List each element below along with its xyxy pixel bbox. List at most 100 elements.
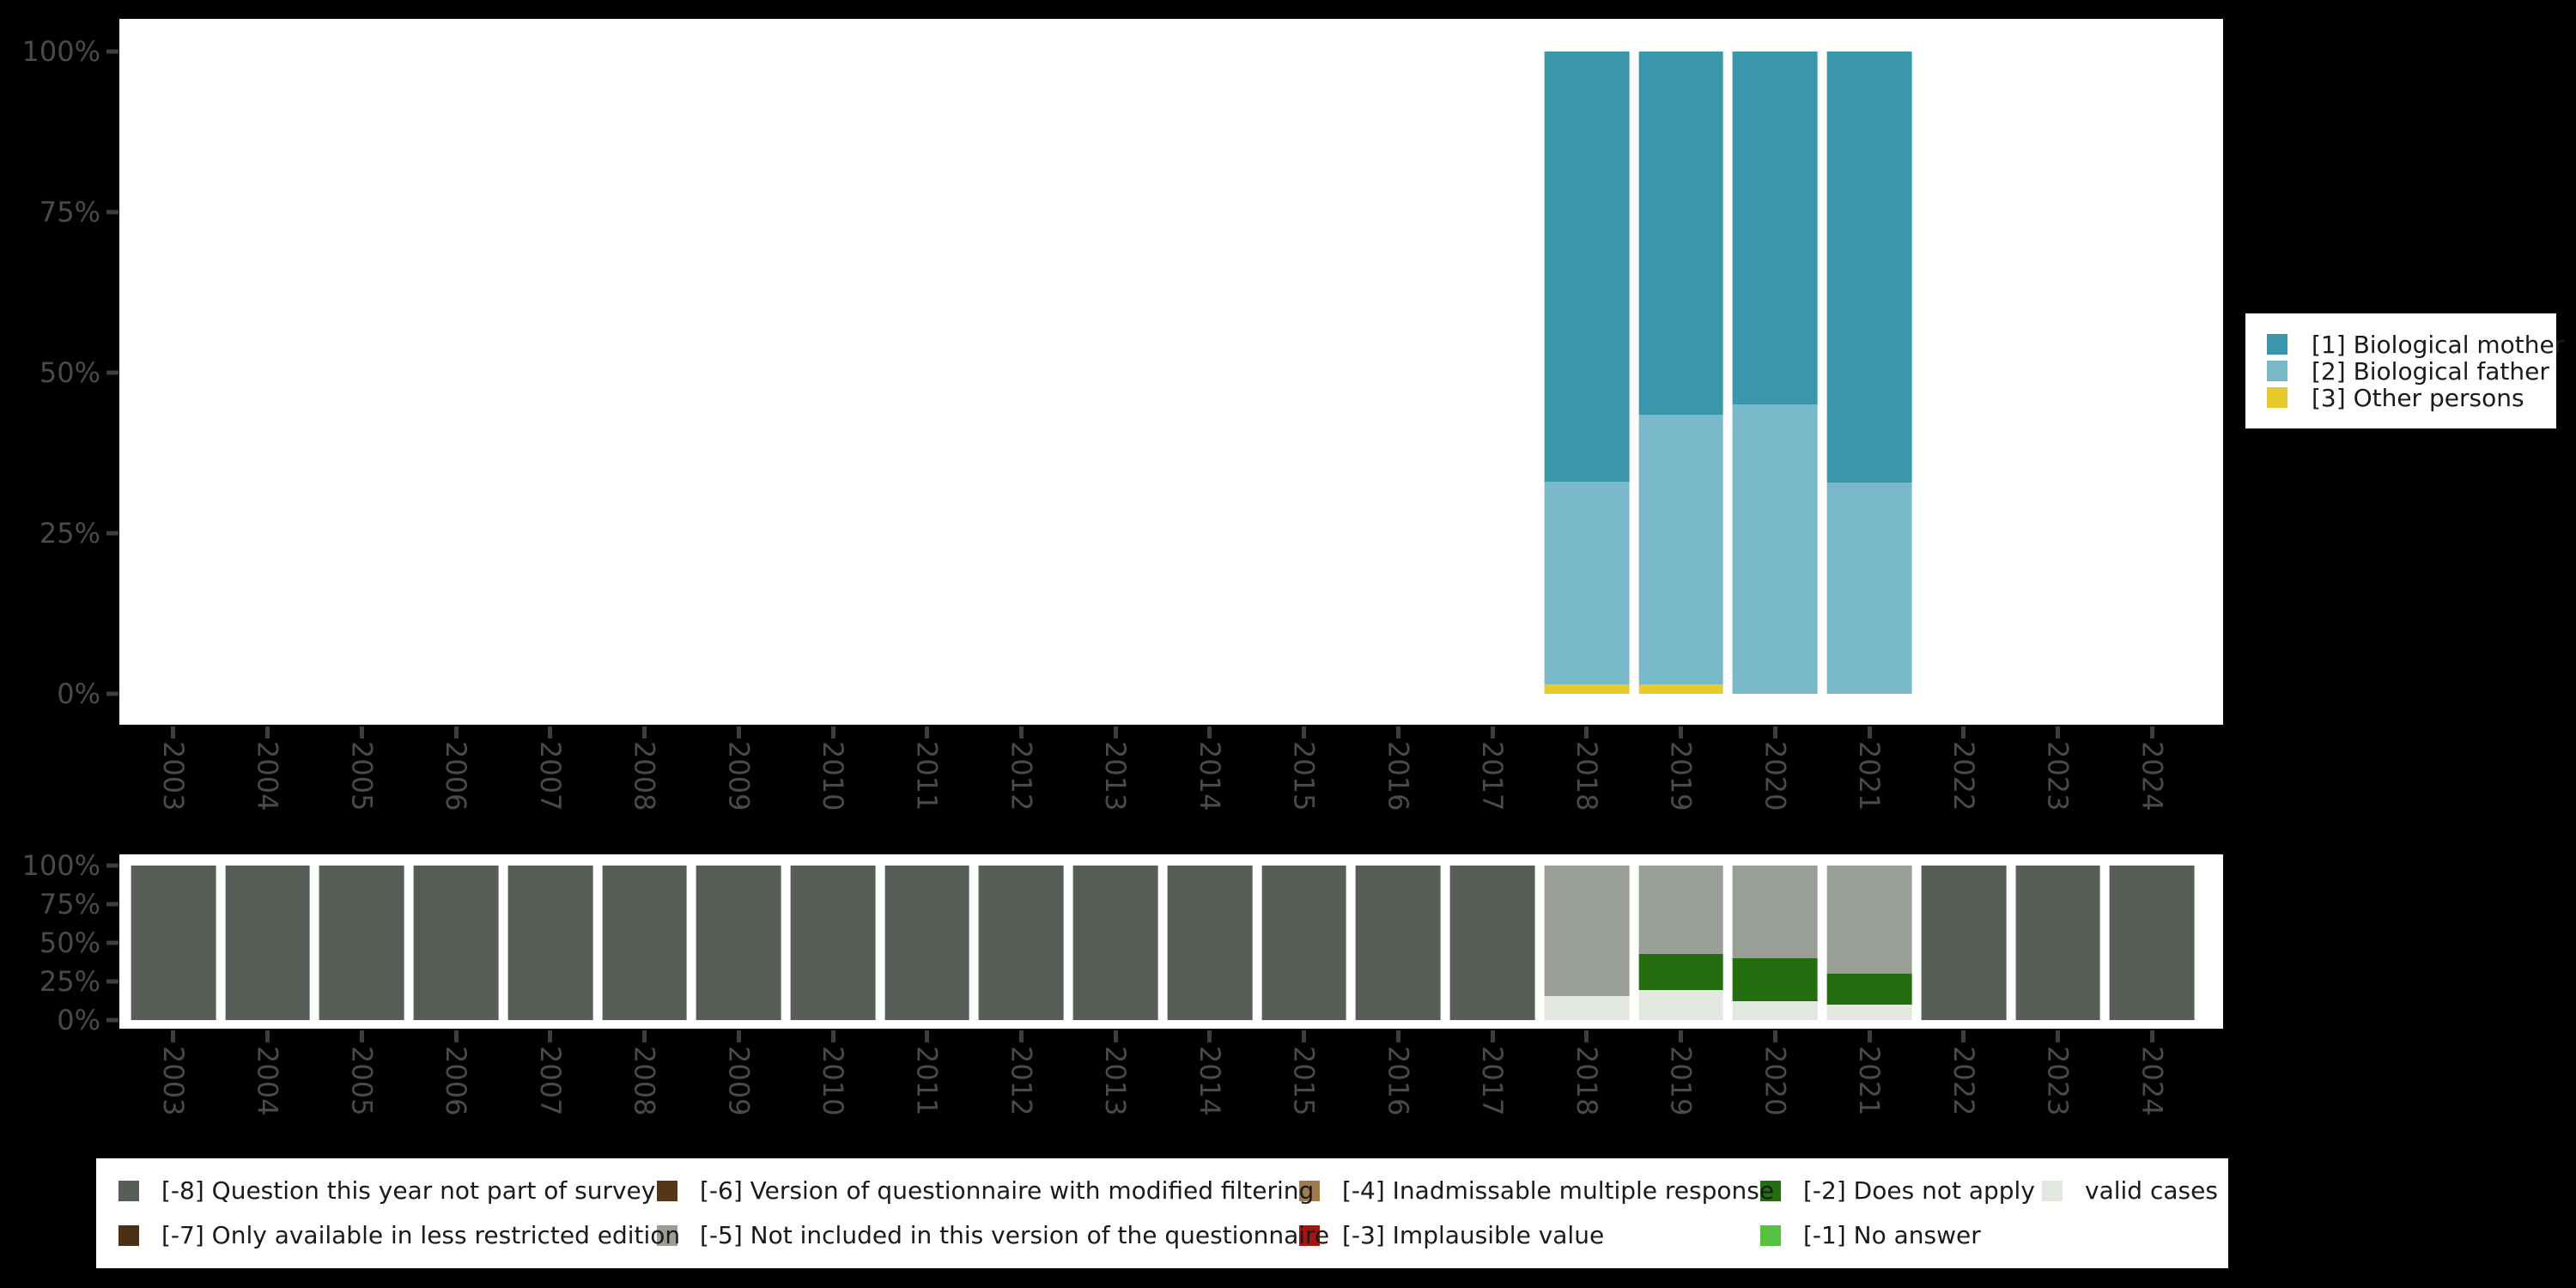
missing-legend-item--2: [-2] Does not apply bbox=[1760, 1177, 2035, 1204]
x-tick-slot bbox=[598, 1030, 692, 1042]
x-tick bbox=[1584, 726, 1589, 738]
missing-chart-bars bbox=[119, 866, 2223, 1020]
y-tick bbox=[106, 49, 118, 54]
bar-slot bbox=[1163, 52, 1257, 694]
x-tick bbox=[1772, 1030, 1777, 1042]
x-tick-label: 2004 bbox=[251, 741, 284, 811]
x-tick-slot bbox=[126, 1030, 221, 1042]
x-tick-label: 2015 bbox=[1287, 741, 1321, 811]
bar-slot bbox=[126, 52, 221, 694]
x-tick-label: 2008 bbox=[628, 1046, 661, 1116]
x-tick bbox=[1018, 1030, 1024, 1042]
x-label-slot: 2024 bbox=[2105, 741, 2199, 820]
x-tick bbox=[453, 1030, 459, 1042]
x-tick-label: 2013 bbox=[1099, 741, 1133, 811]
bar-segment bbox=[602, 866, 687, 1020]
bar-segment bbox=[225, 866, 310, 1020]
bar-segment bbox=[1544, 482, 1630, 684]
bar-slot bbox=[1257, 52, 1352, 694]
x-tick-label: 2018 bbox=[1570, 741, 1603, 811]
x-tick-slot bbox=[221, 726, 315, 738]
x-tick-slot bbox=[2105, 1030, 2199, 1042]
x-tick-label: 2019 bbox=[1664, 1046, 1698, 1116]
x-label-slot: 2006 bbox=[409, 1046, 503, 1125]
bar-slot bbox=[880, 52, 975, 694]
bar-segment bbox=[1356, 866, 1441, 1020]
bar-2012 bbox=[979, 866, 1064, 1020]
legend-label: [-6] Version of questionnaire with modif… bbox=[700, 1176, 1315, 1205]
x-tick-label: 2012 bbox=[1005, 741, 1038, 811]
x-label-slot: 2013 bbox=[1068, 1046, 1163, 1125]
legend-swatch bbox=[2267, 334, 2287, 355]
x-tick-slot bbox=[598, 726, 692, 738]
x-label-slot: 2004 bbox=[221, 1046, 315, 1125]
x-tick-slot bbox=[880, 1030, 975, 1042]
x-label-slot: 2011 bbox=[880, 1046, 975, 1125]
bar-slot bbox=[786, 866, 880, 1020]
legend-swatch bbox=[118, 1180, 139, 1201]
x-tick-label: 2017 bbox=[1476, 1046, 1510, 1116]
x-tick bbox=[359, 726, 364, 738]
x-tick bbox=[265, 1030, 270, 1042]
bar-slot bbox=[1540, 866, 1634, 1020]
x-tick bbox=[1772, 726, 1777, 738]
bar-slot bbox=[1352, 866, 1446, 1020]
legend-swatch bbox=[1299, 1180, 1320, 1201]
bar-segment bbox=[1638, 415, 1723, 684]
x-tick-slot bbox=[1634, 1030, 1728, 1042]
legend-swatch bbox=[118, 1224, 139, 1246]
x-tick bbox=[1961, 1030, 1966, 1042]
bar-segment bbox=[1544, 866, 1630, 997]
x-label-slot: 2022 bbox=[1917, 741, 2011, 820]
x-label-slot: 2024 bbox=[2105, 1046, 2199, 1125]
legend-label: [-4] Inadmissable multiple response bbox=[1342, 1176, 1775, 1205]
bar-slot bbox=[1917, 52, 2011, 694]
x-tick-label: 2023 bbox=[2041, 741, 2075, 811]
bar-slot bbox=[1163, 866, 1257, 1020]
y-tick-label: 25% bbox=[39, 965, 100, 998]
x-tick bbox=[359, 1030, 364, 1042]
bar-2018 bbox=[1544, 866, 1630, 1020]
x-label-slot: 2012 bbox=[975, 741, 1069, 820]
bar-slot bbox=[409, 52, 503, 694]
x-label-slot: 2015 bbox=[1257, 741, 1352, 820]
x-label-slot: 2013 bbox=[1068, 741, 1163, 820]
missing-chart-x-labels: 2003 2004 2005 2006 2007 2008 2009 2010 2011 2012… bbox=[119, 1046, 2223, 1125]
x-tick-label: 2017 bbox=[1476, 741, 1510, 811]
bar-segment bbox=[2015, 866, 2100, 1020]
y-tick bbox=[106, 691, 118, 696]
legend-label: [-3] Implausible value bbox=[1342, 1221, 1605, 1249]
legend-label: [-8] Question this year not part of surv… bbox=[161, 1176, 656, 1205]
x-label-slot: 2018 bbox=[1540, 741, 1634, 820]
x-tick-label: 2022 bbox=[1947, 1046, 1980, 1116]
bar-slot bbox=[221, 866, 315, 1020]
value-legend: [1] Biological mother [2] Biological fath… bbox=[2245, 313, 2564, 428]
bar-slot bbox=[221, 52, 315, 694]
x-tick-slot bbox=[691, 726, 786, 738]
x-label-slot: 2018 bbox=[1540, 1046, 1634, 1125]
x-label-slot: 2012 bbox=[975, 1046, 1069, 1125]
y-tick-label: 100% bbox=[21, 849, 100, 882]
x-tick-slot bbox=[1257, 726, 1352, 738]
bar-slot bbox=[503, 52, 598, 694]
bar-segment bbox=[1261, 866, 1347, 1020]
bar-2018 bbox=[1544, 52, 1630, 694]
bar-segment bbox=[319, 866, 404, 1020]
bar-slot bbox=[598, 866, 692, 1020]
x-tick-slot bbox=[880, 726, 975, 738]
bar-2011 bbox=[884, 866, 970, 1020]
x-tick bbox=[1113, 726, 1118, 738]
x-label-slot: 2005 bbox=[314, 1046, 409, 1125]
x-tick-slot bbox=[786, 726, 880, 738]
bar-slot bbox=[1445, 52, 1540, 694]
bar-slot bbox=[314, 866, 409, 1020]
legend-swatch bbox=[2267, 361, 2287, 381]
x-tick-slot bbox=[409, 726, 503, 738]
bar-2020 bbox=[1732, 52, 1818, 694]
x-tick-slot bbox=[1352, 726, 1446, 738]
y-tick bbox=[106, 940, 118, 945]
x-tick-label: 2023 bbox=[2041, 1046, 2075, 1116]
x-tick-label: 2012 bbox=[1005, 1046, 1038, 1116]
x-tick bbox=[1867, 1030, 1872, 1042]
x-tick-slot bbox=[126, 726, 221, 738]
